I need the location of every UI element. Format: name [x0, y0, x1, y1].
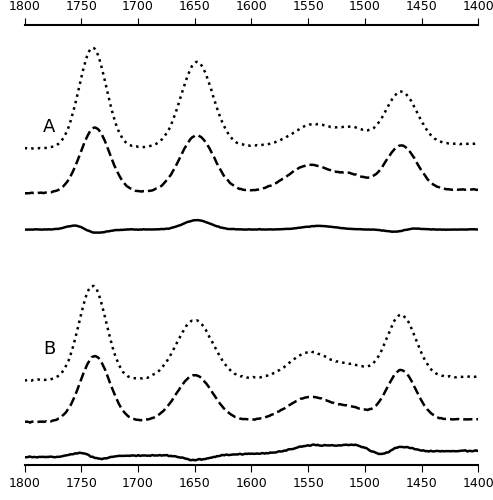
- Text: A: A: [43, 118, 55, 136]
- Text: B: B: [43, 340, 55, 357]
